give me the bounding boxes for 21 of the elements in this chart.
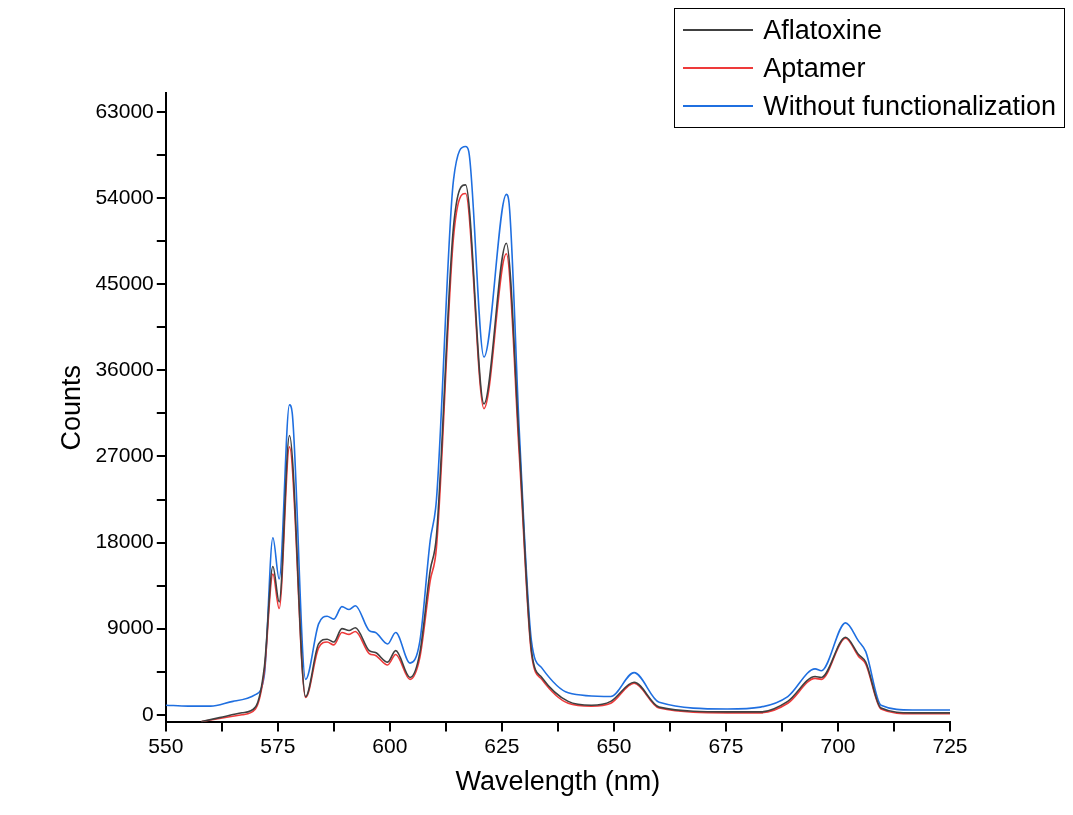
legend-label: Aptamer [763,52,866,85]
x-tick-label: 550 [148,733,184,757]
y-tick-label: 63000 [95,98,154,122]
x-tick-label: 575 [260,733,296,757]
y-tick-label: 0 [142,701,154,725]
x-tick-label: 675 [708,733,744,757]
y-tick-label: 36000 [95,357,154,381]
y-tick-label: 45000 [95,271,154,295]
y-tick-label: 27000 [95,443,154,467]
x-tick-label: 725 [932,733,968,757]
y-tick-label: 54000 [95,185,154,209]
legend-label: Without functionalization [763,90,1056,123]
legend-label: Aflatoxine [763,14,882,47]
x-tick-label: 625 [484,733,520,757]
x-axis-title: Wavelength (nm) [455,766,661,797]
x-tick-label: 700 [820,733,856,757]
y-tick-label: 18000 [95,529,154,553]
y-axis-title: Counts [55,364,86,451]
x-tick-label: 600 [372,733,408,757]
y-tick-label: 9000 [107,615,154,639]
x-tick-label: 650 [596,733,632,757]
